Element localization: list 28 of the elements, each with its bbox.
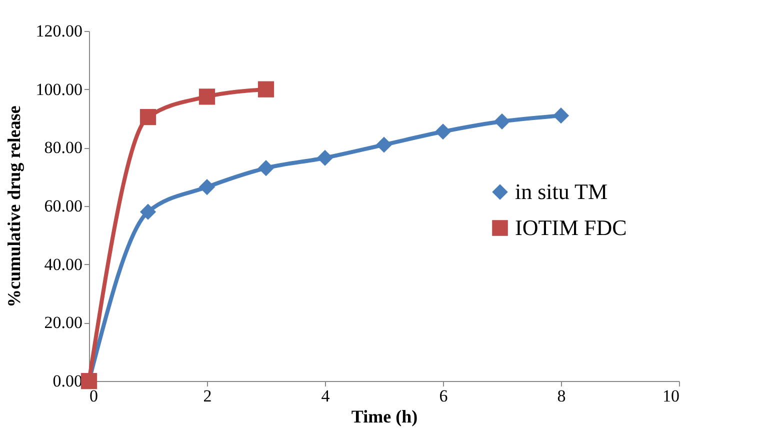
y-tick-label: 20.00 — [44, 313, 82, 332]
point — [140, 204, 156, 220]
x-tick-label: 4 — [321, 386, 330, 406]
x-tick-label: 2 — [203, 386, 212, 406]
point — [316, 150, 334, 166]
legend-label: in situ TM — [515, 179, 608, 204]
point — [376, 136, 392, 153]
x-tick-label: 6 — [439, 386, 448, 406]
y-tick-label: 120.00 — [36, 22, 82, 40]
x-tick-label: 10 — [662, 386, 680, 406]
legend-label: IOTIM FDC — [515, 215, 627, 240]
point — [552, 108, 570, 124]
x-tick-label: 8 — [557, 386, 566, 406]
point — [434, 124, 452, 140]
y-tick-label: 100.00 — [36, 80, 82, 99]
point — [494, 113, 510, 130]
point — [198, 178, 216, 196]
y-tick-label: 0.00 — [52, 372, 82, 390]
point — [258, 81, 274, 98]
point — [258, 160, 274, 176]
point — [198, 88, 216, 105]
y-tick-label: 60.00 — [44, 196, 82, 216]
y-axis-title: %cumulative drug release — [4, 106, 24, 308]
y-tick-label: 40.00 — [44, 254, 82, 274]
x-axis-title: Time (h) — [351, 406, 418, 426]
point — [140, 108, 156, 126]
y-tick-label: 80.00 — [44, 138, 82, 158]
x-tick-label: 0 — [90, 386, 98, 406]
